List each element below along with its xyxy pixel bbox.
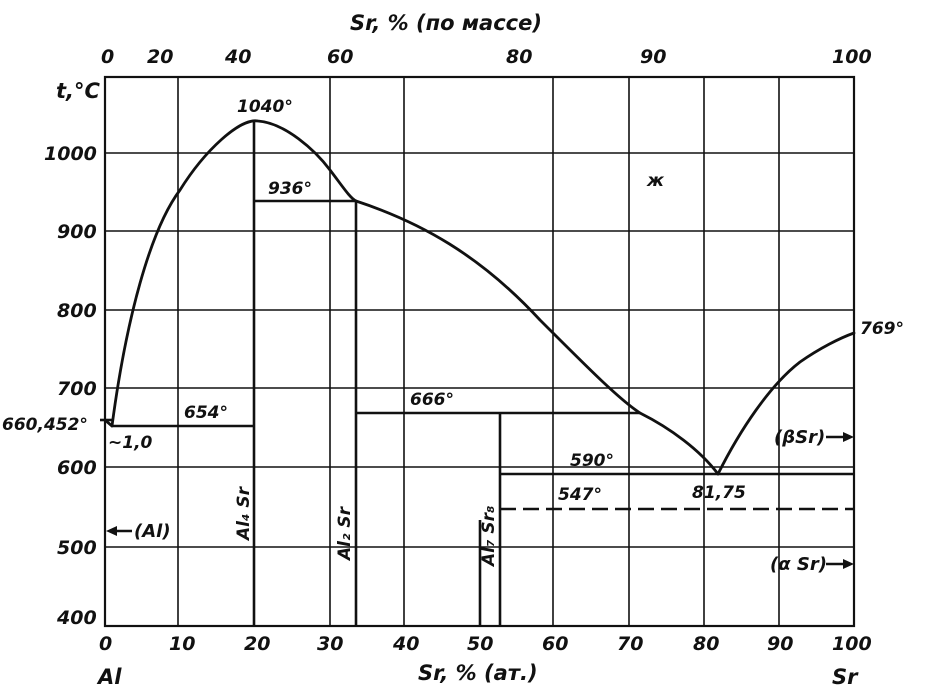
y-tick-400: 400 [56, 607, 97, 629]
x-tick-70: 70 [617, 633, 643, 655]
label-547: 547° [558, 485, 602, 505]
x-tick-20: 20 [244, 633, 270, 655]
bottom-axis-title: Sr, % (ат.) [418, 661, 538, 685]
x-tick-80: 80 [693, 633, 719, 655]
top-tick-40: 40 [224, 46, 251, 68]
label-liquid: ж [646, 171, 665, 191]
phase-alpha-sr: (α Sr) [770, 554, 827, 575]
y-tick-600: 600 [57, 457, 97, 479]
x-tick-40: 40 [392, 633, 419, 655]
liquidus-al-side [103, 119, 358, 428]
x-tick-30: 30 [317, 633, 343, 655]
label-654: 654° [184, 403, 228, 423]
top-tick-80: 80 [506, 46, 532, 68]
top-axis-title: Sr, % (по массе) [350, 11, 542, 35]
y-tick-900: 900 [57, 221, 97, 243]
right-element-label: Sr [832, 665, 859, 689]
x-tick-0: 0 [99, 633, 112, 655]
x-tick-100: 100 [832, 633, 872, 655]
alpha-sr-arrowhead [843, 559, 854, 569]
x-tick-10: 10 [169, 633, 195, 655]
label-1040: 1040° [237, 97, 293, 117]
label-al-melting: 660,452° [2, 415, 88, 435]
liquidus-sr-side [716, 331, 856, 476]
y-tick-800: 800 [57, 300, 97, 322]
top-tick-0: 0 [101, 46, 114, 68]
label-al4sr: Al₄ Sr [234, 485, 254, 542]
y-tick-1000: 1000 [44, 143, 97, 165]
top-tick-20: 20 [147, 46, 173, 68]
phase-beta-sr: (βSr) [774, 427, 825, 448]
top-tick-90: 90 [640, 46, 666, 68]
top-tick-100: 100 [832, 46, 872, 68]
y-tick-700: 700 [57, 378, 97, 400]
liquidus-eutectic-left [638, 411, 720, 476]
label-eutectic-comp: ~1,0 [108, 433, 153, 453]
al-arrowhead [106, 526, 117, 536]
y-axis-title: t,°C [56, 79, 101, 103]
x-tick-60: 60 [542, 633, 568, 655]
liquidus-al2sr [354, 199, 642, 415]
y-tick-500: 500 [57, 537, 97, 559]
x-tick-50: 50 [467, 633, 493, 655]
label-769: 769° [860, 319, 904, 339]
beta-sr-arrowhead [843, 432, 854, 442]
x-tick-90: 90 [767, 633, 793, 655]
top-tick-60: 60 [327, 46, 353, 68]
label-666: 666° [410, 390, 454, 410]
label-590: 590° [570, 451, 614, 471]
label-al2sr: Al₂ Sr [335, 505, 355, 562]
label-81-75: 81,75 [692, 483, 746, 503]
label-936: 936° [268, 179, 312, 199]
label-al7sr8: Al₇ Sr₈ [479, 506, 499, 568]
left-element-label: Al [96, 665, 122, 689]
phase-al: (Al) [134, 521, 171, 542]
